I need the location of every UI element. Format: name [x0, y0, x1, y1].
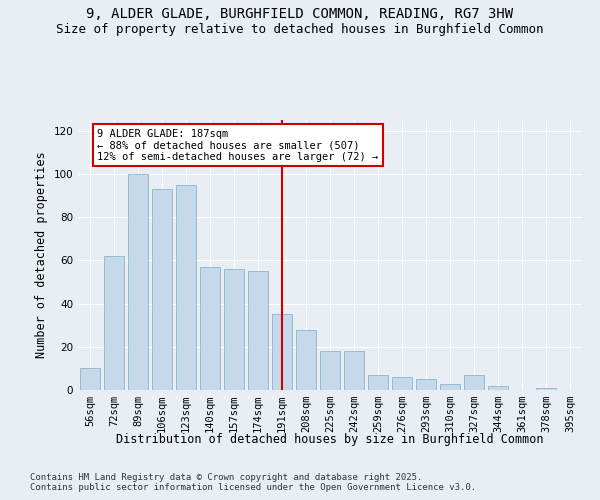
- Bar: [248, 271, 268, 390]
- Bar: [128, 174, 148, 390]
- Bar: [368, 375, 388, 390]
- Bar: [416, 379, 436, 390]
- Bar: [344, 351, 364, 390]
- Text: Contains HM Land Registry data © Crown copyright and database right 2025.
Contai: Contains HM Land Registry data © Crown c…: [30, 472, 476, 492]
- Bar: [392, 377, 412, 390]
- Bar: [104, 256, 124, 390]
- Bar: [272, 314, 292, 390]
- Bar: [152, 189, 172, 390]
- Bar: [80, 368, 100, 390]
- Bar: [176, 185, 196, 390]
- Text: Distribution of detached houses by size in Burghfield Common: Distribution of detached houses by size …: [116, 432, 544, 446]
- Bar: [200, 267, 220, 390]
- Y-axis label: Number of detached properties: Number of detached properties: [35, 152, 48, 358]
- Bar: [464, 375, 484, 390]
- Bar: [488, 386, 508, 390]
- Text: Size of property relative to detached houses in Burghfield Common: Size of property relative to detached ho…: [56, 22, 544, 36]
- Bar: [296, 330, 316, 390]
- Bar: [536, 388, 556, 390]
- Text: 9 ALDER GLADE: 187sqm
← 88% of detached houses are smaller (507)
12% of semi-det: 9 ALDER GLADE: 187sqm ← 88% of detached …: [97, 128, 379, 162]
- Bar: [320, 351, 340, 390]
- Bar: [440, 384, 460, 390]
- Text: 9, ALDER GLADE, BURGHFIELD COMMON, READING, RG7 3HW: 9, ALDER GLADE, BURGHFIELD COMMON, READI…: [86, 8, 514, 22]
- Bar: [224, 269, 244, 390]
